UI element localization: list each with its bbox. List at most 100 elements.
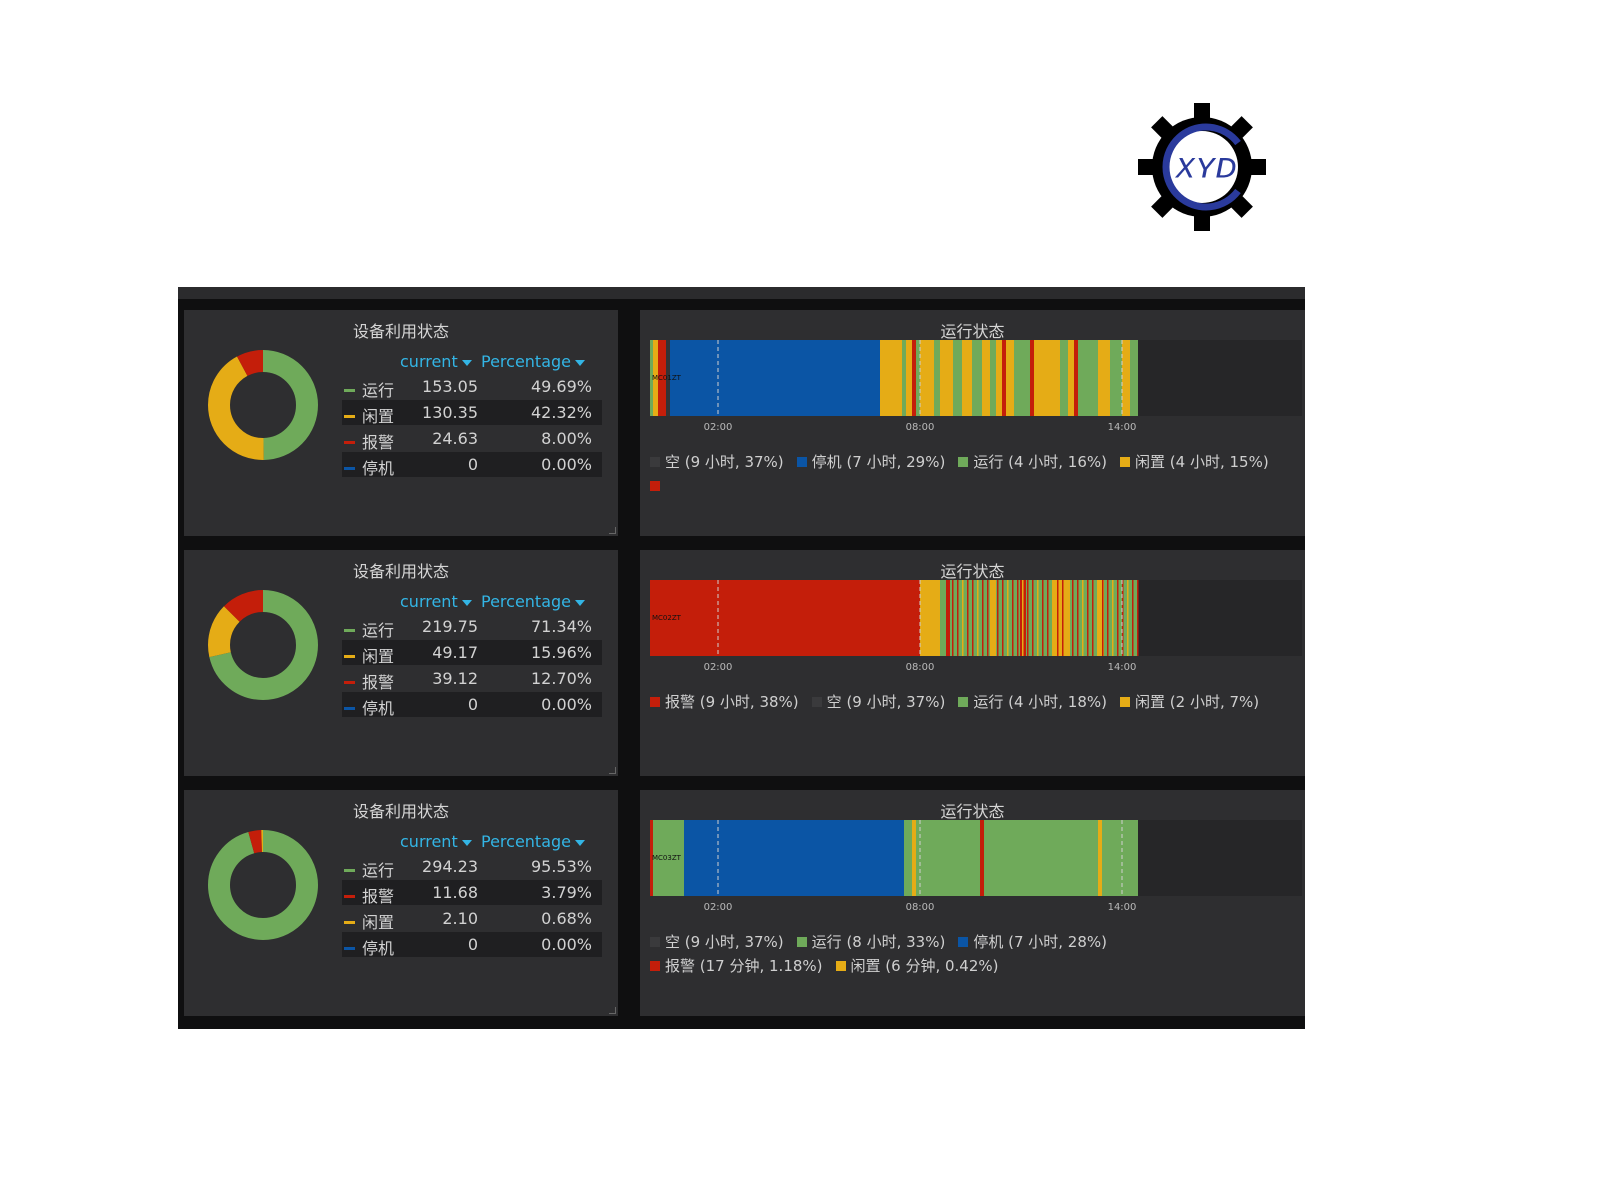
donut-slice[interactable] [208,830,318,940]
timeline-segment-idle[interactable] [982,340,990,416]
caret-down-icon [461,359,472,366]
timeline-segment-alarm[interactable] [1030,340,1034,416]
legend-row[interactable]: 停机 0 0.00% [342,692,602,718]
timeline-segment-running[interactable] [916,340,920,416]
legend-row[interactable]: 运行 219.75 71.34% [342,614,602,640]
timeline-segment-stopped[interactable] [684,820,904,896]
legend-header-current-label: current [400,352,458,371]
timeline-segment-idle[interactable] [962,340,972,416]
timeline-segment-alarm[interactable] [980,820,984,896]
status-legend-item[interactable]: 报警 (17 分钟, 1.18%) [650,954,823,978]
legend-row[interactable]: 运行 153.05 49.69% [342,374,602,400]
legend-row[interactable]: 闲置 130.35 42.32% [342,400,602,426]
timeline-segment-idle[interactable] [880,340,902,416]
legend-row[interactable]: 停机 0 0.00% [342,932,602,958]
timeline-segment-stopped[interactable] [670,340,880,416]
legend-header-current[interactable]: current [400,592,472,611]
timeline-segment-idle[interactable] [1052,580,1070,656]
timeline-segment-idle[interactable] [1098,340,1110,416]
legend-header-percentage[interactable]: Percentage [481,352,586,371]
timeline-segment-idle[interactable] [653,340,658,416]
timeline-segment-running[interactable] [940,580,946,656]
donut-slice[interactable] [208,350,318,460]
timeline-segment-running[interactable] [990,340,996,416]
legend-row[interactable]: 运行 294.23 95.53% [342,854,602,880]
status-legend-item[interactable]: 空 (9 小时, 37%) [650,930,784,954]
status-legend-item[interactable]: 空 (9 小时, 37%) [650,450,784,474]
timeline-segment-idle[interactable] [1068,340,1074,416]
status-legend-item[interactable]: 运行 (8 小时, 33%) [796,930,945,954]
status-legend-item[interactable]: 闲置 (4 小时, 15%) [1120,450,1269,474]
panel-resize-handle[interactable] [609,527,616,534]
timeline-segment-alarm[interactable] [650,820,653,896]
timeline-segment-alarm[interactable] [1074,340,1078,416]
timeline-segment-alarm[interactable] [1002,340,1006,416]
timeline-segment-running[interactable] [1070,580,1098,656]
timeline-segment-running[interactable] [1102,820,1138,896]
donut-slice[interactable] [208,590,318,700]
legend-header-current[interactable]: current [400,352,472,371]
legend-swatch [344,895,355,898]
legend-row[interactable]: 停机 0 0.00% [342,452,602,478]
timeline-segment-idle[interactable] [996,340,1002,416]
timeline-segment-idle[interactable] [920,580,940,656]
donut-slice[interactable] [208,590,318,700]
legend-current: 2.10 [442,909,478,928]
status-legend-item[interactable]: 空 (9 小时, 37%) [811,690,945,714]
timeline-segment-idle[interactable] [912,820,916,896]
timeline-segment-running[interactable] [653,820,684,896]
timeline-stripe [1037,580,1039,656]
legend-row[interactable]: 报警 39.12 12.70% [342,666,602,692]
timeline-segment-empty[interactable] [666,340,670,416]
status-legend-item[interactable]: 闲置 (6 分钟, 0.42%) [835,954,999,978]
timeline-segment-running[interactable] [902,340,906,416]
timeline-segment-idle[interactable] [1098,820,1102,896]
panel-title: 运行状态 [940,562,1005,581]
legend-row[interactable]: 报警 11.68 3.79% [342,880,602,906]
status-legend-item[interactable]: 闲置 (2 小时, 7%) [1120,690,1259,714]
timeline-segment-running[interactable] [1110,340,1122,416]
status-legend-item[interactable]: 运行 (4 小时, 18%) [958,690,1107,714]
timeline-segment-running[interactable] [916,820,980,896]
legend-header-percentage[interactable]: Percentage [481,832,586,851]
legend-row[interactable]: 闲置 49.17 15.96% [342,640,602,666]
status-legend-item[interactable]: 停机 (7 小时, 29%) [796,450,945,474]
timeline-segment-idle[interactable] [1098,580,1104,656]
timeline-segment-alarm[interactable] [650,580,920,656]
timeline-segment-running[interactable] [950,580,990,656]
status-legend-item[interactable]: 停机 (7 小时, 28%) [958,930,1107,954]
timeline-segment-alarm[interactable] [912,340,916,416]
timeline-segment-running[interactable] [1130,340,1138,416]
timeline-segment-idle[interactable] [906,340,912,416]
timeline-segment-alarm[interactable] [658,340,666,416]
panel-resize-handle[interactable] [609,1007,616,1014]
timeline-stripe [1012,580,1014,656]
timeline-segment-running[interactable] [934,340,940,416]
legend-header-current[interactable]: current [400,832,472,851]
timeline-segment-running[interactable] [1060,340,1068,416]
legend-header-percentage[interactable]: Percentage [481,592,586,611]
legend-row[interactable]: 闲置 2.10 0.68% [342,906,602,932]
timeline-segment-idle[interactable] [940,340,953,416]
panel-resize-handle[interactable] [609,767,616,774]
timeline-segment-running[interactable] [904,820,912,896]
caret-down-icon [575,359,586,366]
timeline-segment-running[interactable] [1078,340,1098,416]
status-legend-item[interactable]: 报警 (9 小时, 38%) [650,690,799,714]
donut-slice[interactable] [208,350,318,460]
timeline-segment-idle[interactable] [1034,340,1060,416]
status-panel-2: 运行状态 MC02ZT 02:00 08:00 14:00 报警 (9 小时, … [640,550,1305,776]
timeline-segment-alarm[interactable] [946,580,950,656]
timeline-segment-idle[interactable] [1122,340,1130,416]
status-legend: 空 (9 小时, 37%) 运行 (8 小时, 33%) 停机 (7 小时, 28%… [650,930,1290,978]
timeline-segment-running[interactable] [972,340,982,416]
legend-row[interactable]: 报警 24.63 8.00% [342,426,602,452]
status-legend-item[interactable]: 运行 (4 小时, 16%) [958,450,1107,474]
timeline-segment-idle[interactable] [1006,340,1014,416]
timeline-segment-running[interactable] [984,820,1098,896]
timeline-segment-running[interactable] [1014,340,1030,416]
timeline-segment-idle[interactable] [920,340,934,416]
timeline-segment-running[interactable] [650,340,653,416]
legend-square [958,457,969,467]
timeline-segment-running[interactable] [953,340,962,416]
